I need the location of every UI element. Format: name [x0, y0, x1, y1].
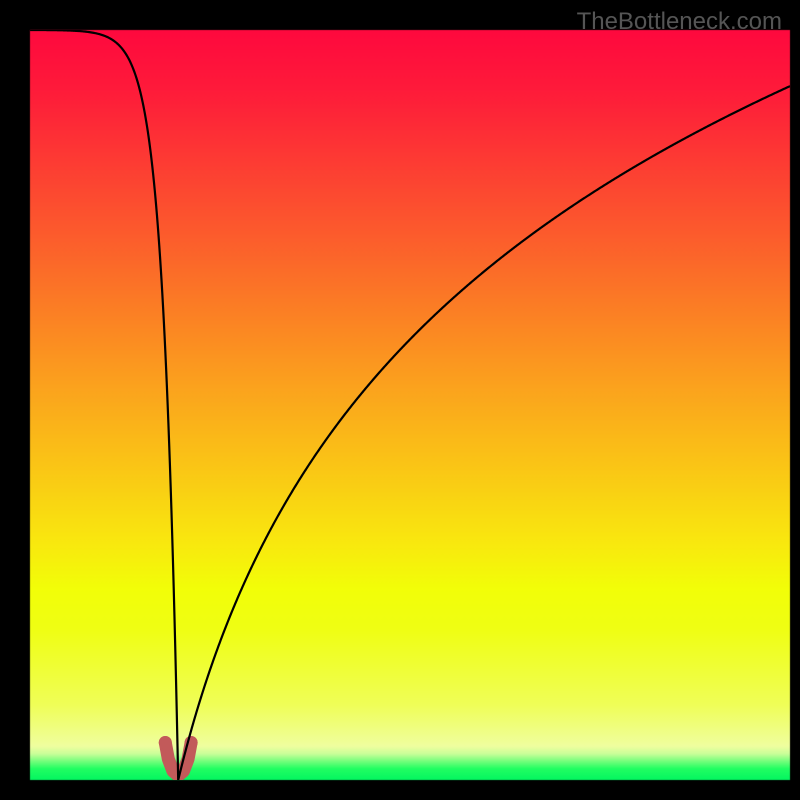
chart-stage: TheBottleneck.com	[0, 0, 800, 800]
watermark-text: TheBottleneck.com	[577, 8, 782, 36]
plot-background-gradient	[0, 0, 800, 800]
